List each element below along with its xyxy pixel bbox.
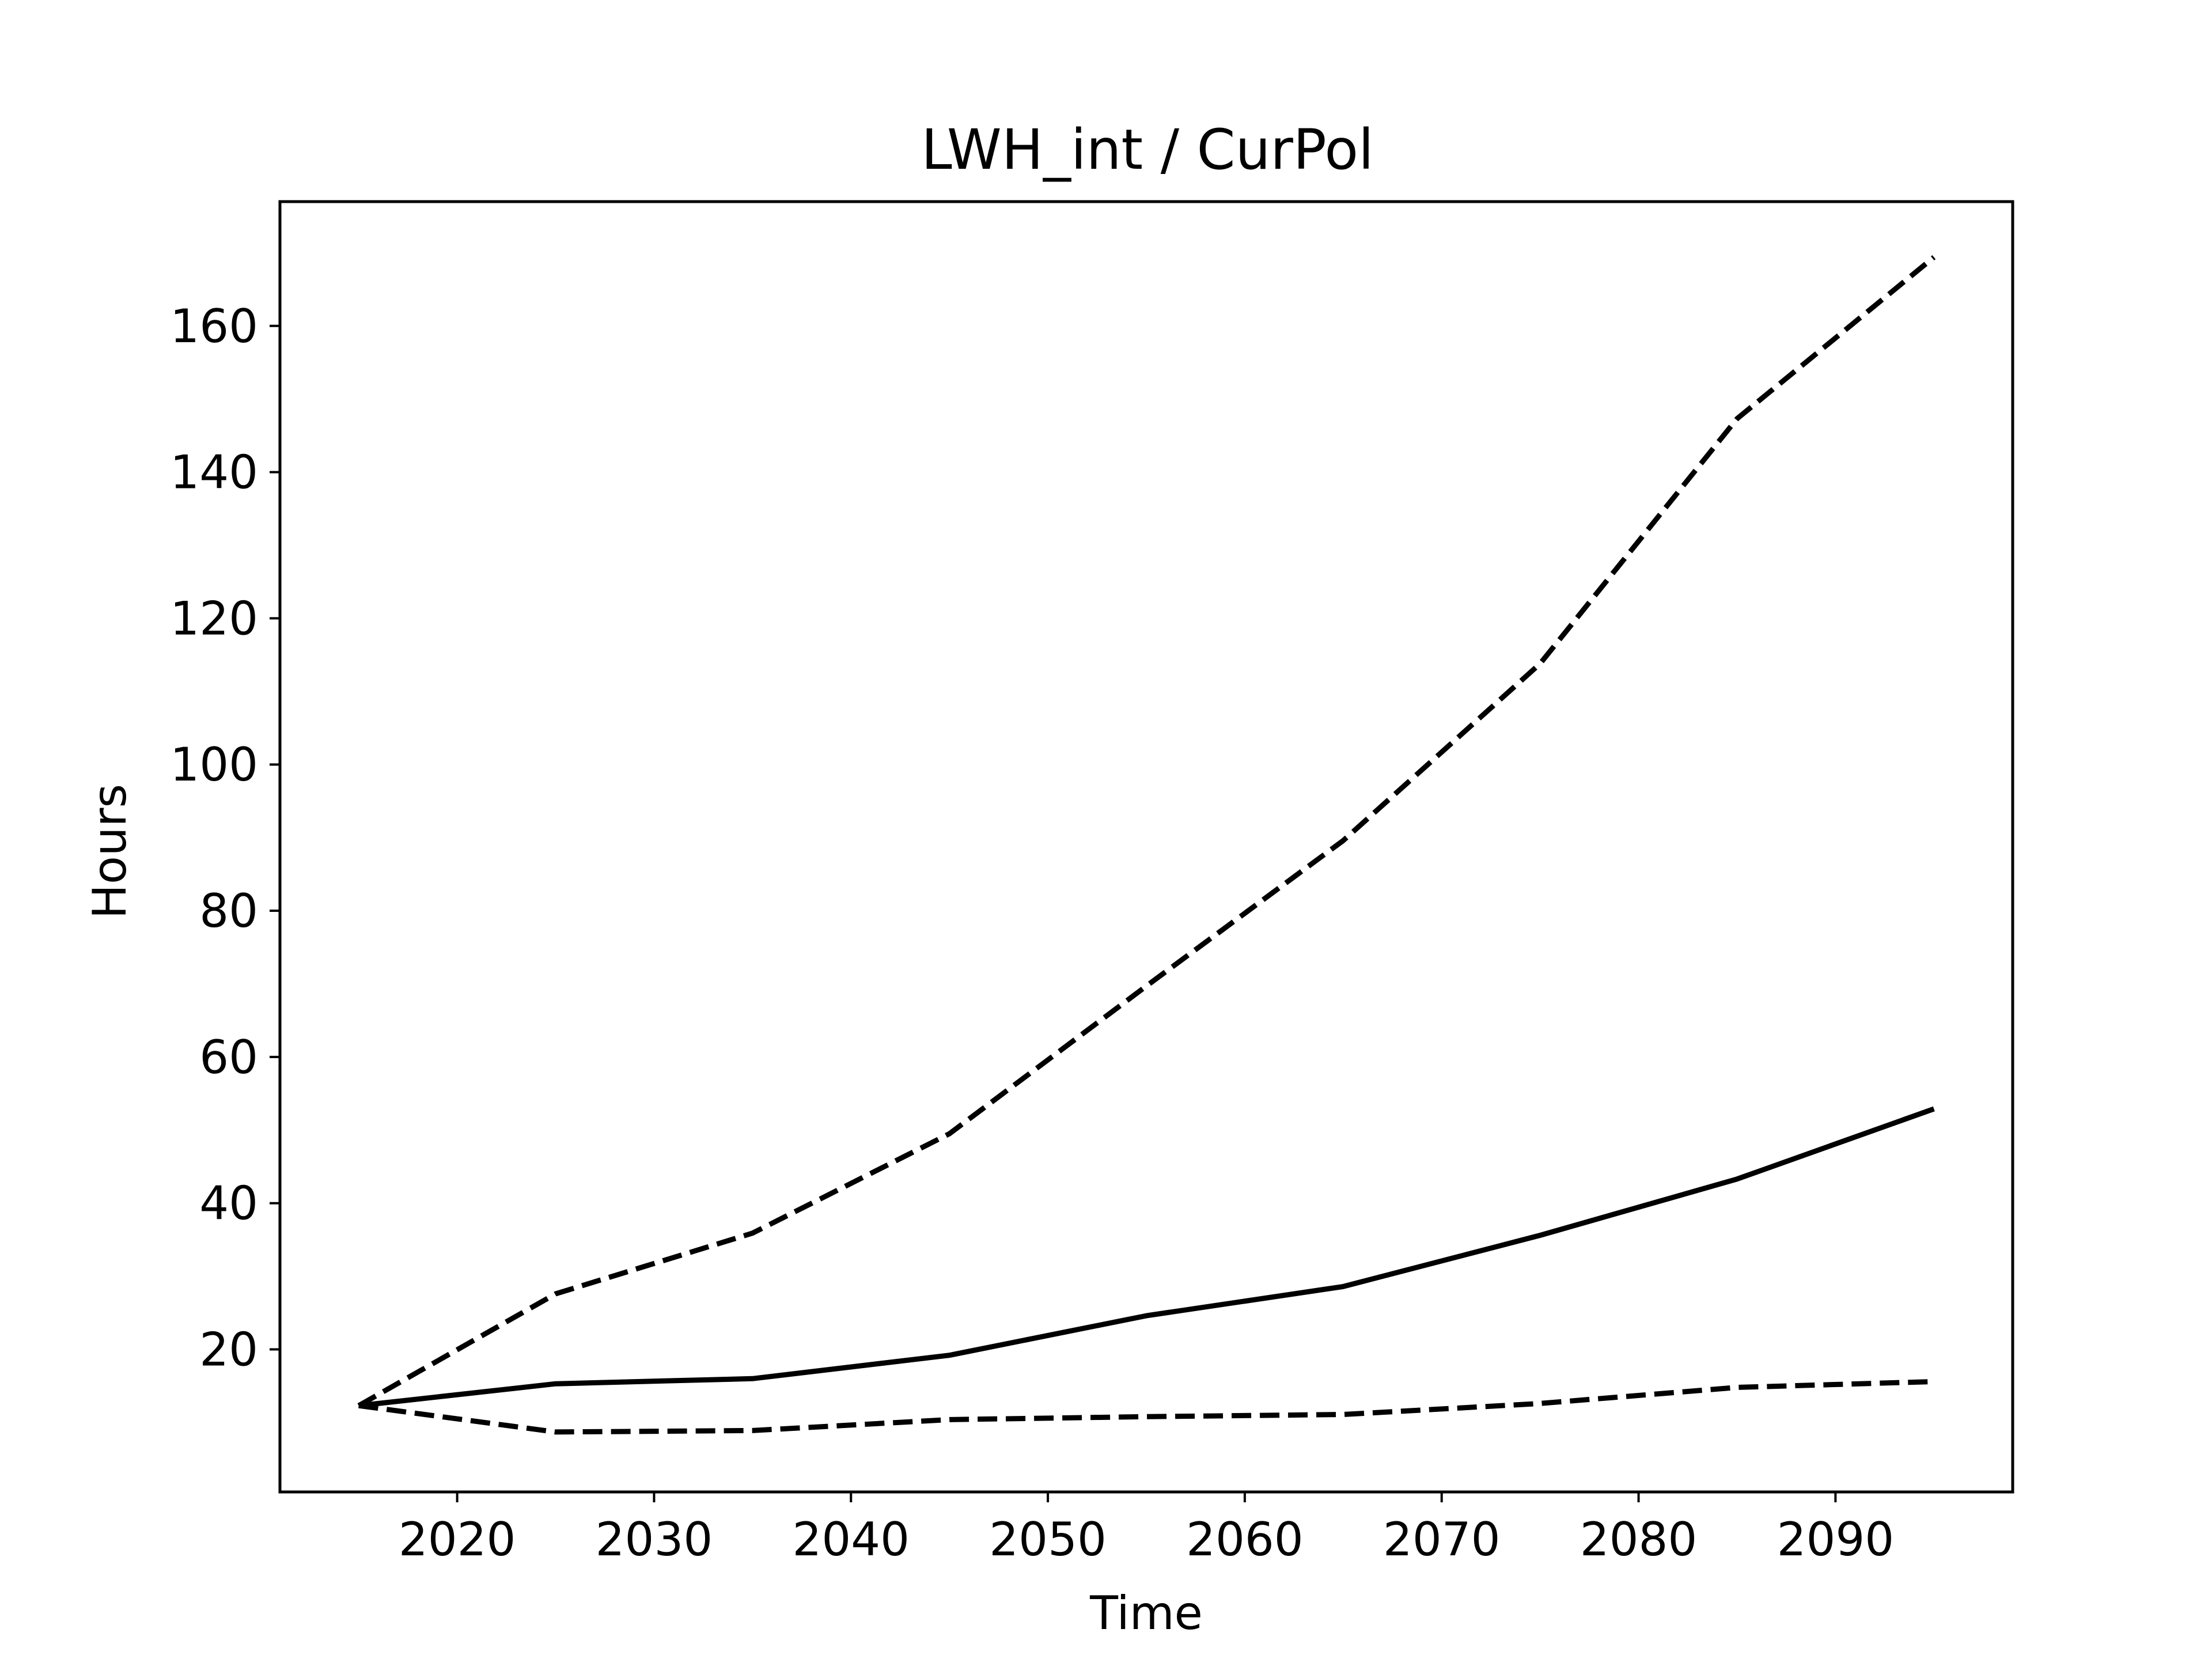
x-axis-label: Time [1089,1586,1203,1640]
series-layer [357,255,1936,1435]
y-axis-label: Hours [83,784,137,919]
x-axis: 2020 2030 2040 2050 2060 2070 2080 2090 [399,1492,1894,1566]
y-tick-label: 120 [170,592,258,645]
y-tick-label: 160 [170,300,258,353]
y-tick-label: 60 [199,1031,258,1084]
y-tick-label: 100 [170,738,258,791]
series-line-median [358,1106,1935,1408]
x-tick-label: 2040 [792,1513,910,1566]
x-tick-label: 2020 [399,1513,516,1566]
x-tick-label: 2080 [1580,1513,1698,1566]
series-line-upper [357,255,1936,1408]
y-tick-label: 80 [199,884,258,938]
y-tick-label: 20 [199,1323,258,1377]
y-tick-label: 40 [199,1177,258,1230]
y-axis: 20 40 60 80 100 120 140 160 [170,300,280,1377]
y-tick-label: 140 [170,446,258,499]
plot-frame [278,200,2014,1494]
x-tick-label: 2090 [1777,1513,1895,1566]
chart-title: LWH_int / CurPol [921,118,1374,182]
x-tick-label: 2030 [596,1513,713,1566]
x-tick-label: 2050 [989,1513,1107,1566]
x-tick-label: 2060 [1186,1513,1304,1566]
x-tick-label: 2070 [1383,1513,1501,1566]
series-line-lower [358,1378,1934,1435]
